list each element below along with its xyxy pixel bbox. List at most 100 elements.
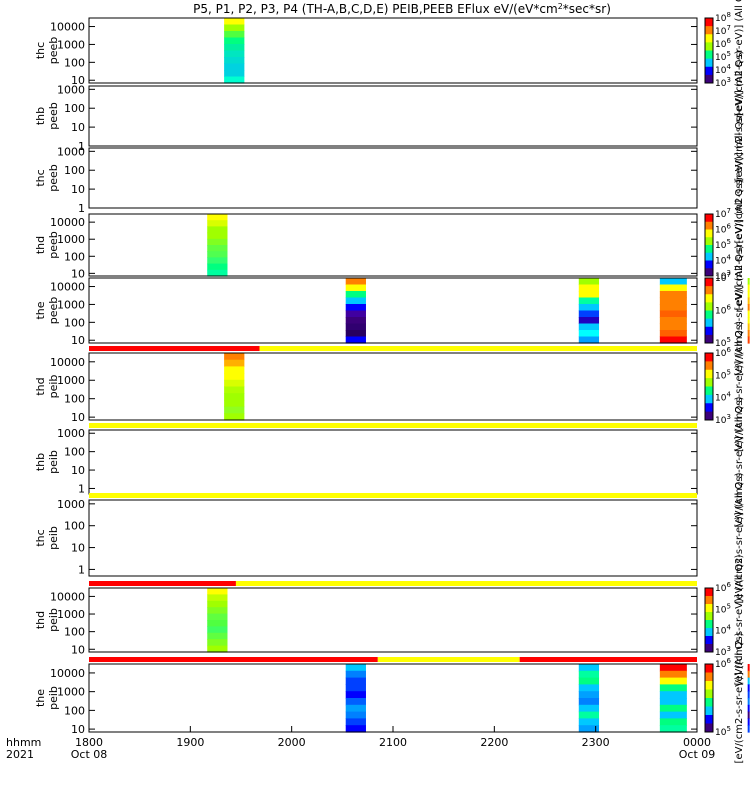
colorbar-frame <box>704 352 714 421</box>
y-tick-label: 100 <box>64 446 85 459</box>
colorbar-cell <box>705 294 713 303</box>
spectrogram-cell <box>659 711 687 719</box>
colorbar-cell <box>705 403 713 413</box>
spectrogram-cell <box>224 406 245 414</box>
spectrogram-cell <box>207 263 228 271</box>
spectrogram-block <box>659 664 687 733</box>
colorbar-tick-label: 106 <box>715 223 731 236</box>
y-axis-label: peib <box>47 686 60 710</box>
spectrogram-cell <box>224 63 245 71</box>
colorbar-cell <box>705 214 713 223</box>
colorbar-cell <box>705 286 713 295</box>
spectrogram-cell <box>747 691 750 699</box>
spectrogram-cell <box>224 393 245 401</box>
mode-bar-segment <box>519 657 697 662</box>
spectrogram-cell <box>747 297 750 305</box>
colorbar-cell <box>705 42 713 51</box>
spectrogram-cell <box>207 269 228 277</box>
spectrogram-cell <box>207 600 228 608</box>
y-tick-label: 100 <box>64 56 85 69</box>
y-axis-label: thd <box>34 611 47 629</box>
spectrogram-cell <box>345 725 366 733</box>
colorbar-cell <box>705 58 713 68</box>
y-tick-label: 100 <box>64 520 85 533</box>
colorbar-cell <box>705 318 713 328</box>
spectrogram-cell <box>578 278 600 286</box>
panel-thb-peeb: 1 10 100 1000 thb peeb [eV/(cm2-s-sr-eV)] (All… <box>34 50 745 181</box>
y-tick-label: 1000 <box>57 374 85 387</box>
y-axis-label: peib <box>47 526 60 550</box>
x-tick-label: 2000 <box>278 736 306 749</box>
spectrogram-cell <box>224 37 245 45</box>
mode-bar-segment <box>89 423 697 428</box>
side-label: [eV/(cm2-s-sr-eV)] (All Qs) <box>734 50 745 181</box>
spectrogram-cell <box>747 725 750 733</box>
spectrogram-block <box>224 18 245 84</box>
spectrogram-cell <box>345 291 366 299</box>
spectrogram-cell <box>578 336 600 344</box>
spectrogram-cell <box>747 704 750 713</box>
spectrogram-cell <box>659 670 687 679</box>
spectrogram-cell <box>224 44 245 52</box>
spectrogram-cell <box>659 336 687 344</box>
colorbar-cell <box>705 604 713 613</box>
spectrogram-cell <box>345 317 366 325</box>
colorbar-cell <box>705 394 713 404</box>
spectrogram-cell <box>578 704 600 713</box>
mode-bar-segment <box>89 493 697 498</box>
colorbar-cell <box>705 664 713 673</box>
y-tick-label: 100 <box>64 316 85 329</box>
x-tick-label: 2100 <box>379 736 407 749</box>
spectrogram-cell <box>578 284 600 292</box>
y-tick-label: 100 <box>64 626 85 639</box>
spectrogram-cell <box>224 386 245 394</box>
mode-bar-segment <box>89 346 260 351</box>
mode-bar-segment <box>89 657 378 662</box>
y-axis-label: thb <box>34 453 47 471</box>
spectrogram-cell <box>345 704 366 713</box>
spectrogram-cell <box>345 278 366 286</box>
y-tick-label: 1000 <box>57 427 85 440</box>
colorbar-cell <box>705 334 713 344</box>
spectrogram-block <box>345 278 366 344</box>
spectrogram-cell <box>578 725 600 733</box>
spectrogram-cell <box>345 711 366 719</box>
colorbar-cell <box>705 302 713 311</box>
panel-frame <box>88 587 698 653</box>
spectrogram-cell <box>747 711 750 719</box>
spectrogram-cell <box>578 291 600 299</box>
spectrogram-cell <box>207 245 228 252</box>
y-tick-label: 1000 <box>57 298 85 311</box>
colorbar-label: [eV/(cm2-s-sr-eV)] (All Qs) <box>734 245 745 376</box>
spectrogram-cell <box>659 284 687 292</box>
colorbar-cell <box>705 612 713 621</box>
colorbar-cell <box>705 18 713 27</box>
spectrogram-cell <box>747 323 750 331</box>
spectrogram-cell <box>345 310 366 318</box>
colorbar-cell <box>705 26 713 35</box>
colorbar-tick-label: 105 <box>715 368 731 381</box>
spectrogram-cell <box>578 677 600 685</box>
spectrogram-cell <box>345 664 366 672</box>
colorbar-cell <box>705 245 713 254</box>
mode-bar-segment <box>89 581 236 586</box>
spectrogram-cell <box>578 664 600 672</box>
y-axis-label: peeb <box>47 231 60 259</box>
spectrogram-cell <box>207 226 228 234</box>
spectrogram-block <box>659 278 687 344</box>
side-label: [eV/(cm2-s-sr-eV)] (All Qs) <box>734 472 745 603</box>
spectrogram-cell <box>207 639 228 647</box>
x-axis-label: 2021 <box>6 748 34 761</box>
spectrogram-cell <box>224 399 245 408</box>
spectrogram-cell <box>578 323 600 331</box>
y-axis-label: peeb <box>47 37 60 65</box>
spectrogram-cell <box>224 18 245 26</box>
colorbar: 105 106 [eV/(cm2-s-sr-eV)] (All Qs) <box>704 632 745 763</box>
y-axis-label: thd <box>34 236 47 254</box>
y-tick-label: 10 <box>71 542 85 555</box>
